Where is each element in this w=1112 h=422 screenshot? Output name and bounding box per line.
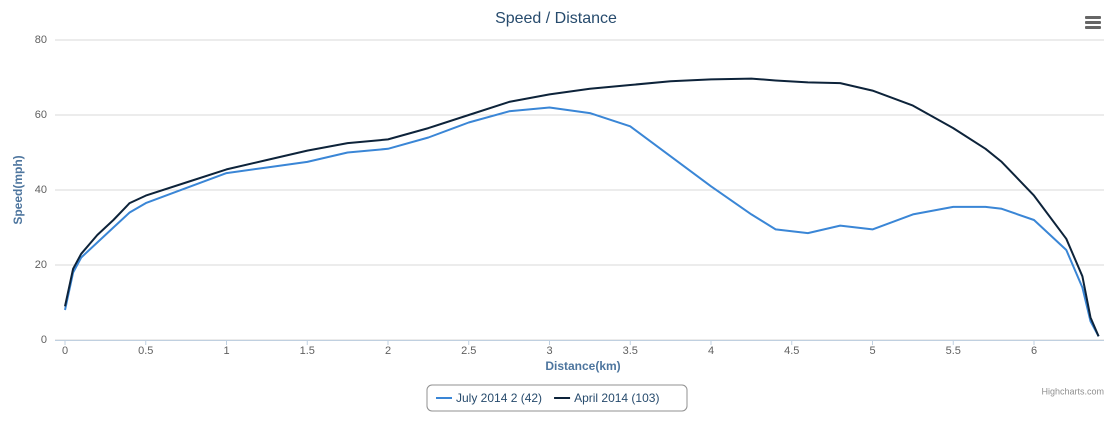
x-tick-label: 4 bbox=[708, 345, 714, 357]
x-tick-label: 4.5 bbox=[784, 345, 799, 357]
x-axis-title: Distance(km) bbox=[545, 359, 620, 373]
x-tick-label: 3.5 bbox=[623, 345, 638, 357]
series-line bbox=[64, 106, 1100, 337]
x-tick-label: 0.5 bbox=[138, 345, 153, 357]
legend-item[interactable]: April 2014 (103) bbox=[554, 391, 659, 405]
x-tick-label: 1.5 bbox=[300, 345, 315, 357]
y-tick-label: 80 bbox=[35, 34, 47, 46]
legend-label: July 2014 2 (42) bbox=[456, 391, 542, 405]
legend-item[interactable]: July 2014 2 (42) bbox=[436, 391, 542, 405]
x-tick-label: 1 bbox=[223, 345, 229, 357]
credits[interactable]: Highcharts.com bbox=[1041, 386, 1104, 396]
y-tick-label: 40 bbox=[35, 184, 47, 196]
series-line bbox=[64, 77, 1100, 337]
x-tick-label: 2.5 bbox=[461, 345, 476, 357]
chart-title: Speed / Distance bbox=[495, 10, 617, 27]
y-tick-label: 20 bbox=[35, 259, 47, 271]
x-tick-label: 5.5 bbox=[946, 345, 961, 357]
y-axis-title: Speed(mph) bbox=[11, 155, 25, 224]
legend-label: April 2014 (103) bbox=[574, 391, 659, 405]
menu-button[interactable] bbox=[1085, 16, 1101, 29]
x-tick-label: 2 bbox=[385, 345, 391, 357]
x-tick-label: 6 bbox=[1031, 345, 1037, 357]
x-tick-label: 0 bbox=[62, 345, 68, 357]
y-tick-label: 0 bbox=[41, 334, 47, 346]
x-tick-label: 3 bbox=[546, 345, 552, 357]
x-tick-label: 5 bbox=[869, 345, 875, 357]
legend-box bbox=[426, 384, 688, 412]
y-tick-label: 60 bbox=[35, 109, 47, 121]
